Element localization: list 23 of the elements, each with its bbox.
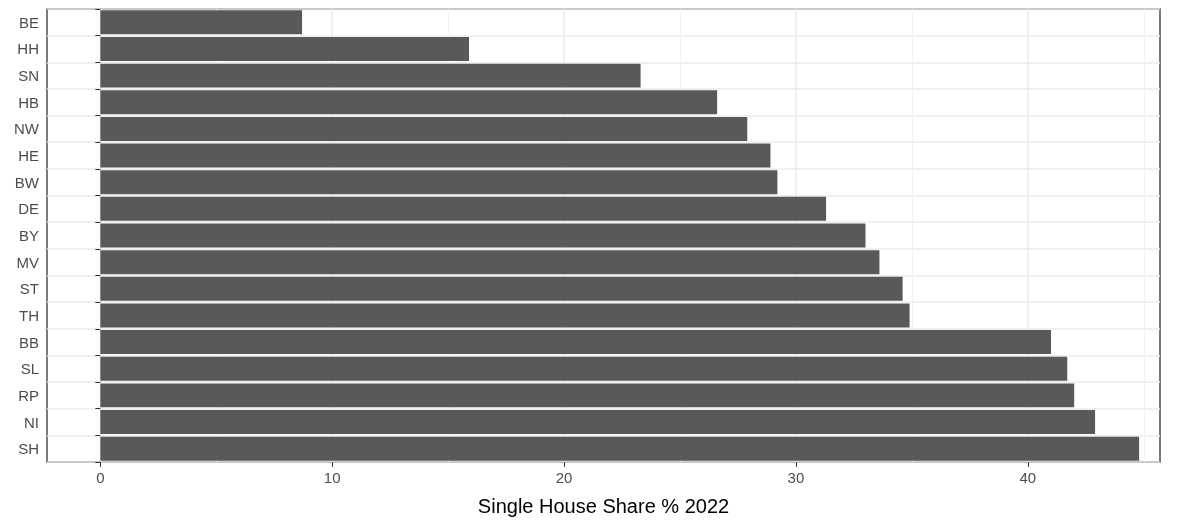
y-tick-label: BE	[18, 13, 39, 31]
y-tick-label: RP	[18, 386, 39, 404]
y-tick-label: MV	[16, 253, 39, 271]
x-tick-label: 0	[96, 469, 105, 486]
y-tick-label: NW	[14, 120, 40, 138]
y-tick-label: BW	[14, 173, 40, 191]
x-tick-label: 30	[787, 469, 805, 486]
y-tick-label: HH	[17, 40, 39, 58]
y-tick-label: BY	[18, 227, 39, 244]
y-tick-label: TH	[19, 306, 39, 324]
y-tick-label: ST	[19, 280, 39, 298]
y-tick-label: SN	[18, 67, 39, 85]
y-tick-label: DE	[18, 200, 39, 218]
y-tick-label: SH	[18, 440, 39, 458]
x-tick-label: 10	[323, 469, 341, 486]
y-tick-label: NI	[24, 413, 39, 431]
x-axis-title: Single House Share % 2022	[477, 495, 730, 517]
y-tick-label: BB	[18, 333, 39, 351]
y-tick-label: HB	[18, 93, 39, 111]
y-tick-label: HE	[18, 147, 39, 165]
y-tick-label: SL	[20, 360, 39, 378]
x-tick-label: 40	[1019, 469, 1037, 486]
x-tick-label: 20	[555, 469, 573, 486]
